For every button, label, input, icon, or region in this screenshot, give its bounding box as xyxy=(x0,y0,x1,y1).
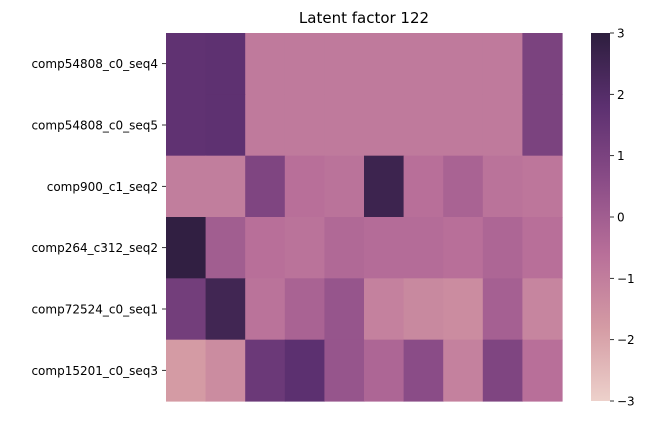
heatmap-cell xyxy=(284,278,325,341)
heatmap-cell xyxy=(443,94,484,157)
colorbar-tick-label: 1 xyxy=(617,149,625,163)
colorbar xyxy=(591,33,610,401)
heatmap-cell xyxy=(324,278,365,341)
heatmap-cell xyxy=(482,33,523,95)
colorbar-tick-label: 0 xyxy=(617,211,625,225)
heatmap-cell xyxy=(245,339,286,402)
heatmap-cell xyxy=(482,217,523,279)
heatmap-cell xyxy=(522,33,563,95)
heatmap-cell xyxy=(403,339,444,402)
heatmap-cell xyxy=(403,33,444,95)
heatmap-cell xyxy=(364,94,405,157)
heatmap-cell xyxy=(284,339,325,402)
row-label: comp54808_c0_seq5 xyxy=(31,119,158,133)
heatmap-cell xyxy=(205,278,246,341)
heatmap-cell xyxy=(245,94,286,157)
heatmap-cell xyxy=(443,278,484,341)
heatmap-cell xyxy=(205,339,246,402)
heatmap-cell xyxy=(284,217,325,279)
row-label: comp900_c1_seq2 xyxy=(47,180,158,194)
heatmap-cell xyxy=(245,278,286,341)
heatmap-cell xyxy=(166,155,207,218)
heatmap-cell xyxy=(205,33,246,95)
heatmap-cell xyxy=(364,33,405,95)
heatmap-cell xyxy=(324,33,365,95)
heatmap-cell xyxy=(443,339,484,402)
heatmap-cell xyxy=(324,155,365,218)
heatmap-cell xyxy=(324,217,365,279)
heatmap-cell xyxy=(245,33,286,95)
heatmap-cell xyxy=(364,155,405,218)
row-label: comp72524_c0_seq1 xyxy=(31,303,158,317)
heatmap-cell xyxy=(522,94,563,157)
heatmap-cell xyxy=(443,217,484,279)
heatmap-cell xyxy=(522,339,563,402)
heatmap-cell xyxy=(443,33,484,95)
heatmap-cell xyxy=(284,33,325,95)
heatmap-cell xyxy=(284,155,325,218)
heatmap-cell xyxy=(166,33,207,95)
row-label: comp264_c312_seq2 xyxy=(31,241,158,255)
row-labels: comp54808_c0_seq4 comp54808_c0_seq5 comp90… xyxy=(31,57,166,378)
heatmap-cells xyxy=(166,33,563,402)
heatmap-cell xyxy=(284,94,325,157)
heatmap-cell xyxy=(324,94,365,157)
colorbar-tick-label: −2 xyxy=(617,333,635,347)
heatmap-cell xyxy=(482,339,523,402)
heatmap-cell xyxy=(482,278,523,341)
heatmap-cell xyxy=(205,217,246,279)
colorbar-ticks: 3 2 1 0 −1 −2 −3 xyxy=(610,27,635,409)
heatmap-cell xyxy=(205,155,246,218)
heatmap-cell xyxy=(205,94,246,157)
colorbar-tick-label: 3 xyxy=(617,27,625,41)
heatmap-cell xyxy=(443,155,484,218)
heatmap-cell xyxy=(364,339,405,402)
heatmap-cell xyxy=(364,278,405,341)
heatmap-cell xyxy=(522,155,563,218)
colorbar-tick-label: 2 xyxy=(617,88,625,102)
heatmap-cell xyxy=(245,217,286,279)
heatmap-cell xyxy=(166,278,207,341)
row-label: comp15201_c0_seq3 xyxy=(31,364,158,378)
row-label: comp54808_c0_seq4 xyxy=(31,57,158,71)
heatmap-cell xyxy=(522,217,563,279)
heatmap-cell xyxy=(245,155,286,218)
heatmap-cell xyxy=(403,155,444,218)
heatmap-cell xyxy=(166,217,207,279)
heatmap-cell xyxy=(403,217,444,279)
colorbar-tick-label: −1 xyxy=(617,272,635,286)
heatmap-cell xyxy=(166,94,207,157)
heatmap-cell xyxy=(324,339,365,402)
colorbar-tick-label: −3 xyxy=(617,395,635,409)
chart-title: Latent factor 122 xyxy=(299,9,429,27)
heatmap-cell xyxy=(482,94,523,157)
heatmap-cell xyxy=(166,339,207,402)
heatmap-cell xyxy=(403,94,444,157)
heatmap-cell xyxy=(522,278,563,341)
heatmap-cell xyxy=(482,155,523,218)
heatmap-cell xyxy=(403,278,444,341)
heatmap-cell xyxy=(364,217,405,279)
